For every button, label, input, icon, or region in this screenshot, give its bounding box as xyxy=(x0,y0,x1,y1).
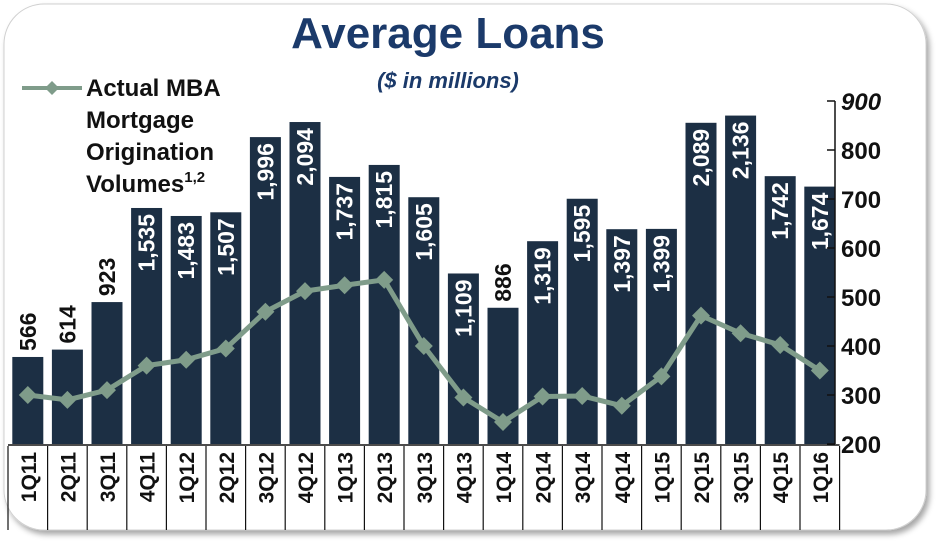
bar-value-label-2Q12: 1,507 xyxy=(213,218,239,276)
bar-value-label-1Q15: 1,399 xyxy=(648,235,674,293)
x-axis: 1Q11 2Q11 3Q11 4Q11 1Q12 2Q12 3Q12 4Q12 1Q13 2Q13… xyxy=(7,444,841,530)
line-point-3Q12 xyxy=(256,302,275,321)
bar-value-label-4Q12: 2,094 xyxy=(292,128,318,186)
x-tick-label: 4Q13 xyxy=(453,452,476,503)
line-point-3Q14 xyxy=(573,386,592,405)
x-tick-label: 2Q13 xyxy=(374,452,397,503)
bar-data-labels: 566 614 923 1,535 1,483 1,507 1,996 2,094 1,737 1… xyxy=(15,122,833,351)
line-point-1Q13 xyxy=(335,276,354,295)
legend-label: Actual MBA Mortgage Origination Volumes1,2 xyxy=(86,75,221,198)
legend-diamond-marker xyxy=(45,81,59,95)
x-tick-label: 1Q13 xyxy=(335,452,358,503)
bar-2Q15 xyxy=(685,122,717,444)
line-point-4Q12 xyxy=(296,282,314,301)
line-point-2Q13 xyxy=(375,270,394,289)
bar-value-label-3Q11: 923 xyxy=(94,258,120,296)
line-point-2Q11 xyxy=(58,390,77,409)
line-point-4Q15 xyxy=(771,336,790,355)
bar-value-label-3Q13: 1,605 xyxy=(411,203,437,261)
right-y-axis: 200 300 400 500 600 700 800 900 xyxy=(827,89,882,459)
bar-value-label-2Q11: 614 xyxy=(54,305,80,344)
line-point-2Q12 xyxy=(216,339,235,358)
bar-value-label-1Q14: 886 xyxy=(490,263,516,301)
x-tick-label: 1Q12 xyxy=(176,452,199,503)
y-tick-label: 200 xyxy=(841,432,881,459)
x-tick-label: 4Q15 xyxy=(770,452,793,504)
y-tick-label: 800 xyxy=(841,138,881,165)
x-tick-label: 2Q15 xyxy=(691,452,714,504)
bar-value-label-2Q14: 1,319 xyxy=(530,247,556,305)
bar-3Q15 xyxy=(725,115,757,444)
x-tick-label: 3Q11 xyxy=(97,452,120,503)
bar-1Q13 xyxy=(329,176,361,445)
x-tick-label: 3Q15 xyxy=(731,452,754,504)
line-point-3Q15 xyxy=(731,324,750,343)
bar-4Q11 xyxy=(131,207,163,444)
bar-2Q14 xyxy=(527,241,559,444)
bar-1Q12 xyxy=(170,215,202,444)
bar-4Q13 xyxy=(447,273,479,444)
line-series xyxy=(18,270,829,431)
bar-value-label-2Q13: 1,815 xyxy=(371,171,397,229)
line-point-1Q14 xyxy=(494,412,512,431)
bar-value-label-3Q15: 2,136 xyxy=(728,122,754,180)
y-tick-label: 300 xyxy=(841,383,881,410)
line-point-3Q13 xyxy=(414,337,433,355)
bar-value-label-3Q12: 1,996 xyxy=(252,143,278,201)
bar-3Q12 xyxy=(249,137,281,445)
x-tick-label: 3Q13 xyxy=(414,452,437,503)
line-point-1Q15 xyxy=(652,367,671,386)
line-point-4Q13 xyxy=(454,388,473,407)
x-tick-label: 4Q12 xyxy=(295,452,318,503)
x-tick-label: 1Q15 xyxy=(651,452,674,504)
x-tick-label: 3Q14 xyxy=(572,452,595,504)
line-point-1Q16 xyxy=(810,361,829,380)
y-tick-label: 500 xyxy=(841,285,881,312)
bar-value-label-1Q13: 1,737 xyxy=(332,183,358,241)
bar-1Q15 xyxy=(645,228,677,444)
bar-4Q15 xyxy=(764,176,796,445)
bar-3Q13 xyxy=(408,197,440,444)
line-point-1Q12 xyxy=(177,350,196,369)
line-point-2Q15 xyxy=(692,306,710,325)
bar-value-label-2Q15: 2,089 xyxy=(688,129,714,187)
bar-value-label-1Q11: 566 xyxy=(15,313,41,351)
chart-title: Average Loans xyxy=(291,9,605,58)
bar-3Q11 xyxy=(91,302,123,444)
bar-value-label-4Q14: 1,397 xyxy=(609,235,635,293)
y-tick-label: 700 xyxy=(841,187,881,214)
x-tick-label: 2Q11 xyxy=(57,452,80,503)
bar-value-label-1Q16: 1,674 xyxy=(807,192,833,250)
x-tick-label: 2Q14 xyxy=(533,452,556,504)
bar-value-label-4Q11: 1,535 xyxy=(134,214,160,272)
bar-1Q16 xyxy=(804,186,836,444)
x-tick-label: 3Q12 xyxy=(255,452,278,503)
bar-value-label-3Q14: 1,595 xyxy=(569,205,595,263)
line-point-3Q11 xyxy=(98,381,116,400)
y-tick-label: 600 xyxy=(841,236,881,263)
chart-subtitle: ($ in millions) xyxy=(377,68,519,93)
bar-value-label-1Q12: 1,483 xyxy=(173,222,199,280)
x-tick-label: 4Q14 xyxy=(612,452,635,504)
bar-value-label-4Q13: 1,109 xyxy=(450,279,476,337)
bar-2Q13 xyxy=(368,164,400,444)
line-point-4Q14 xyxy=(612,396,631,415)
line-point-2Q14 xyxy=(533,387,552,406)
y-tick-label: 900 xyxy=(841,89,882,116)
x-tick-label: 2Q12 xyxy=(216,452,239,503)
bar-value-label-4Q15: 1,742 xyxy=(767,182,793,240)
line-point-4Q11 xyxy=(137,356,156,375)
x-tick-label: 4Q11 xyxy=(137,452,160,503)
y-tick-label: 400 xyxy=(841,334,881,361)
legend: Actual MBA Mortgage Origination Volumes1,2 xyxy=(22,75,221,198)
line-point-1Q11 xyxy=(18,386,37,404)
x-tick-label: 1Q14 xyxy=(493,452,516,504)
x-tick-label: 1Q16 xyxy=(810,452,833,503)
x-tick-label: 1Q11 xyxy=(18,452,41,503)
bar-2Q12 xyxy=(210,212,242,444)
